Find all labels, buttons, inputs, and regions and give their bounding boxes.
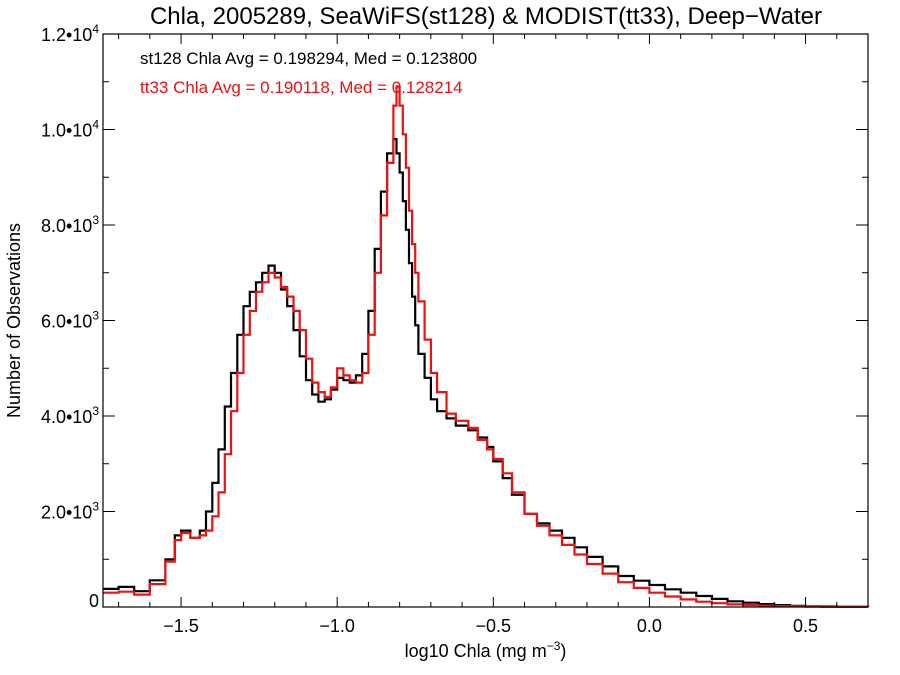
y-tick-label: 1.0•104	[41, 118, 99, 141]
stats-annotation: st128 Chla Avg = 0.198294, Med = 0.12380…	[140, 49, 477, 68]
y-tick-label: 8.0•103	[41, 213, 99, 236]
x-axis-title: log10 Chla (mg m−3)	[405, 639, 567, 661]
series-layer	[103, 85, 870, 608]
y-tick-label: 6.0•103	[41, 309, 99, 332]
x-tick-label: 0.5	[793, 616, 818, 636]
x-tick-label: 0.0	[637, 616, 662, 636]
histogram-series	[103, 138, 870, 608]
x-tick-label: −1.0	[319, 616, 355, 636]
x-tick-label: −1.5	[163, 616, 199, 636]
y-tick-label: 4.0•103	[41, 404, 99, 427]
x-tick-label: −0.5	[476, 616, 512, 636]
y-tick-label: 1.2•104	[41, 22, 99, 45]
chart-title: Chla, 2005289, SeaWiFS(st128) & MODIST(t…	[150, 3, 822, 30]
stats-annotation: tt33 Chla Avg = 0.190118, Med = 0.128214	[140, 78, 463, 97]
ticks-layer	[103, 33, 869, 608]
y-axis-title: Number of Observations	[4, 223, 24, 418]
plot-frame	[102, 33, 869, 608]
y-tick-label: 0	[89, 591, 99, 611]
annotations: st128 Chla Avg = 0.198294, Med = 0.12380…	[140, 49, 477, 97]
tick-labels: −1.5 −1.0 −0.5 0.0 0.5 0 2.0•103 4.0•103 6.0•103…	[41, 22, 818, 636]
y-tick-label: 2.0•103	[41, 500, 99, 523]
histogram-series	[103, 85, 870, 608]
